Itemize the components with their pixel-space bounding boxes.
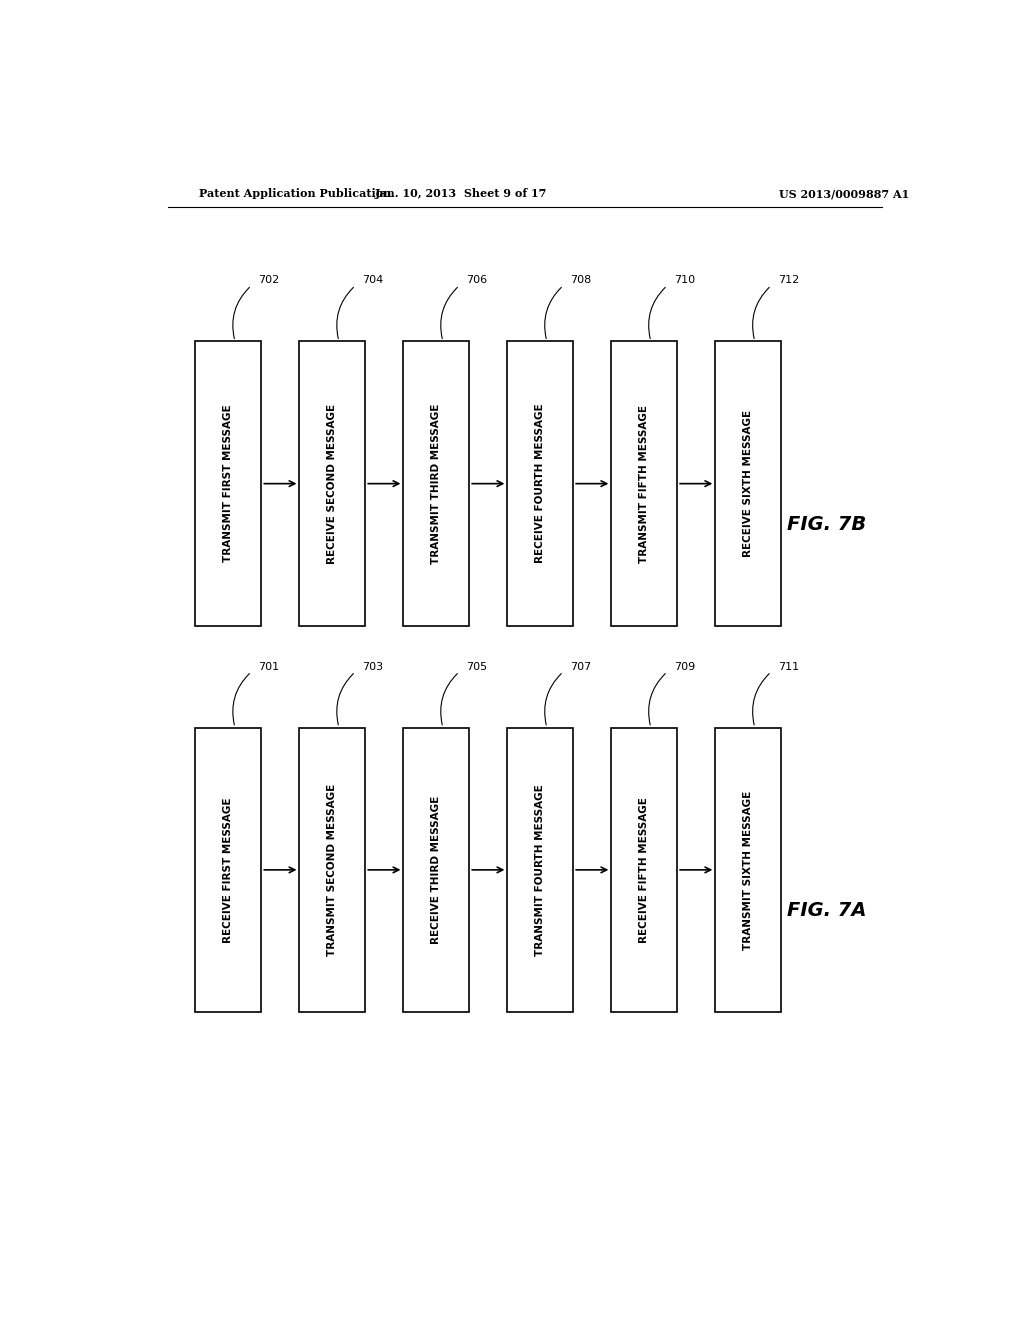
FancyBboxPatch shape [611, 727, 677, 1012]
Text: RECEIVE THIRD MESSAGE: RECEIVE THIRD MESSAGE [431, 796, 441, 944]
FancyBboxPatch shape [507, 727, 573, 1012]
FancyBboxPatch shape [403, 727, 469, 1012]
Text: FIG. 7A: FIG. 7A [786, 902, 866, 920]
Text: 709: 709 [674, 661, 695, 672]
Text: 710: 710 [674, 276, 694, 285]
Text: Jan. 10, 2013  Sheet 9 of 17: Jan. 10, 2013 Sheet 9 of 17 [375, 189, 548, 199]
FancyBboxPatch shape [403, 342, 469, 626]
Text: TRANSMIT FOURTH MESSAGE: TRANSMIT FOURTH MESSAGE [536, 784, 545, 956]
Text: 704: 704 [361, 276, 383, 285]
Text: TRANSMIT FIFTH MESSAGE: TRANSMIT FIFTH MESSAGE [639, 405, 649, 562]
Text: RECEIVE FIFTH MESSAGE: RECEIVE FIFTH MESSAGE [639, 797, 649, 942]
Text: 711: 711 [777, 661, 799, 672]
FancyBboxPatch shape [299, 342, 366, 626]
Text: 705: 705 [466, 661, 486, 672]
Text: 702: 702 [258, 276, 280, 285]
Text: RECEIVE SIXTH MESSAGE: RECEIVE SIXTH MESSAGE [743, 411, 754, 557]
Text: TRANSMIT SECOND MESSAGE: TRANSMIT SECOND MESSAGE [328, 784, 337, 956]
Text: RECEIVE FOURTH MESSAGE: RECEIVE FOURTH MESSAGE [536, 404, 545, 564]
Text: RECEIVE SECOND MESSAGE: RECEIVE SECOND MESSAGE [328, 404, 337, 564]
FancyBboxPatch shape [715, 727, 781, 1012]
Text: US 2013/0009887 A1: US 2013/0009887 A1 [778, 189, 909, 199]
Text: 701: 701 [258, 661, 279, 672]
Text: 703: 703 [361, 661, 383, 672]
FancyBboxPatch shape [299, 727, 366, 1012]
Text: FIG. 7B: FIG. 7B [786, 515, 866, 533]
FancyBboxPatch shape [715, 342, 781, 626]
FancyBboxPatch shape [196, 727, 261, 1012]
Text: 708: 708 [569, 276, 591, 285]
Text: RECEIVE FIRST MESSAGE: RECEIVE FIRST MESSAGE [223, 797, 233, 942]
Text: 712: 712 [777, 276, 799, 285]
Text: Patent Application Publication: Patent Application Publication [200, 189, 392, 199]
Text: 706: 706 [466, 276, 486, 285]
Text: TRANSMIT FIRST MESSAGE: TRANSMIT FIRST MESSAGE [223, 405, 233, 562]
Text: TRANSMIT THIRD MESSAGE: TRANSMIT THIRD MESSAGE [431, 404, 441, 564]
FancyBboxPatch shape [507, 342, 573, 626]
FancyBboxPatch shape [611, 342, 677, 626]
Text: TRANSMIT SIXTH MESSAGE: TRANSMIT SIXTH MESSAGE [743, 791, 754, 949]
Text: 707: 707 [569, 661, 591, 672]
FancyBboxPatch shape [196, 342, 261, 626]
